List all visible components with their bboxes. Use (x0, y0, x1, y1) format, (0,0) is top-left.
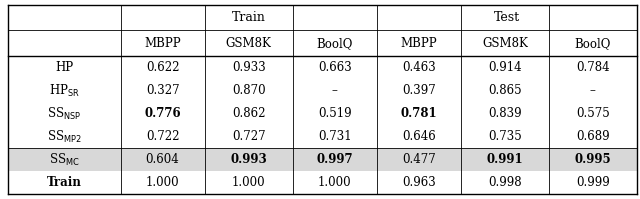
Text: BoolQ: BoolQ (317, 37, 353, 50)
Text: GSM8K: GSM8K (226, 37, 271, 50)
Text: Train: Train (232, 11, 266, 24)
Text: –: – (332, 84, 338, 97)
Text: Train: Train (47, 176, 81, 189)
Text: MBPP: MBPP (144, 37, 181, 50)
Text: 0.397: 0.397 (402, 84, 436, 97)
Text: 0.995: 0.995 (575, 153, 611, 166)
Text: –: – (590, 84, 596, 97)
Text: 0.963: 0.963 (402, 176, 436, 189)
Text: 0.997: 0.997 (316, 153, 353, 166)
Text: 0.781: 0.781 (401, 107, 437, 120)
Text: Test: Test (493, 11, 520, 24)
Text: 0.914: 0.914 (488, 61, 522, 74)
Text: SS$_{\mathrm{MP2}}$: SS$_{\mathrm{MP2}}$ (47, 129, 81, 145)
Text: 1.000: 1.000 (318, 176, 351, 189)
Text: 0.622: 0.622 (146, 61, 179, 74)
Text: 0.731: 0.731 (318, 130, 351, 143)
Text: 0.646: 0.646 (402, 130, 436, 143)
Text: SS$_{\mathrm{MC}}$: SS$_{\mathrm{MC}}$ (49, 152, 79, 168)
Text: 0.663: 0.663 (318, 61, 351, 74)
Text: 0.463: 0.463 (402, 61, 436, 74)
Text: 0.865: 0.865 (488, 84, 522, 97)
Text: 0.727: 0.727 (232, 130, 266, 143)
Text: 0.575: 0.575 (576, 107, 610, 120)
Text: 0.862: 0.862 (232, 107, 266, 120)
Text: BoolQ: BoolQ (575, 37, 611, 50)
Text: 0.604: 0.604 (146, 153, 179, 166)
Text: 1.000: 1.000 (232, 176, 266, 189)
Text: 1.000: 1.000 (146, 176, 179, 189)
Text: 0.870: 0.870 (232, 84, 266, 97)
Text: 0.327: 0.327 (146, 84, 179, 97)
Text: 0.722: 0.722 (146, 130, 179, 143)
Text: 0.735: 0.735 (488, 130, 522, 143)
Text: 0.784: 0.784 (576, 61, 610, 74)
Text: SS$_{\mathrm{NSP}}$: SS$_{\mathrm{NSP}}$ (47, 106, 81, 122)
Text: 0.689: 0.689 (576, 130, 610, 143)
Text: 0.933: 0.933 (232, 61, 266, 74)
Bar (8, 148, 637, 171)
Text: HP: HP (55, 61, 73, 74)
Text: 0.839: 0.839 (488, 107, 522, 120)
Text: 0.519: 0.519 (318, 107, 351, 120)
Text: 0.993: 0.993 (230, 153, 267, 166)
Text: 0.477: 0.477 (402, 153, 436, 166)
Text: MBPP: MBPP (401, 37, 437, 50)
Text: 0.991: 0.991 (486, 153, 523, 166)
Text: 0.998: 0.998 (488, 176, 522, 189)
Text: 0.999: 0.999 (576, 176, 610, 189)
Text: HP$_{\mathrm{SR}}$: HP$_{\mathrm{SR}}$ (49, 83, 79, 99)
Text: 0.776: 0.776 (144, 107, 181, 120)
Text: GSM8K: GSM8K (482, 37, 528, 50)
